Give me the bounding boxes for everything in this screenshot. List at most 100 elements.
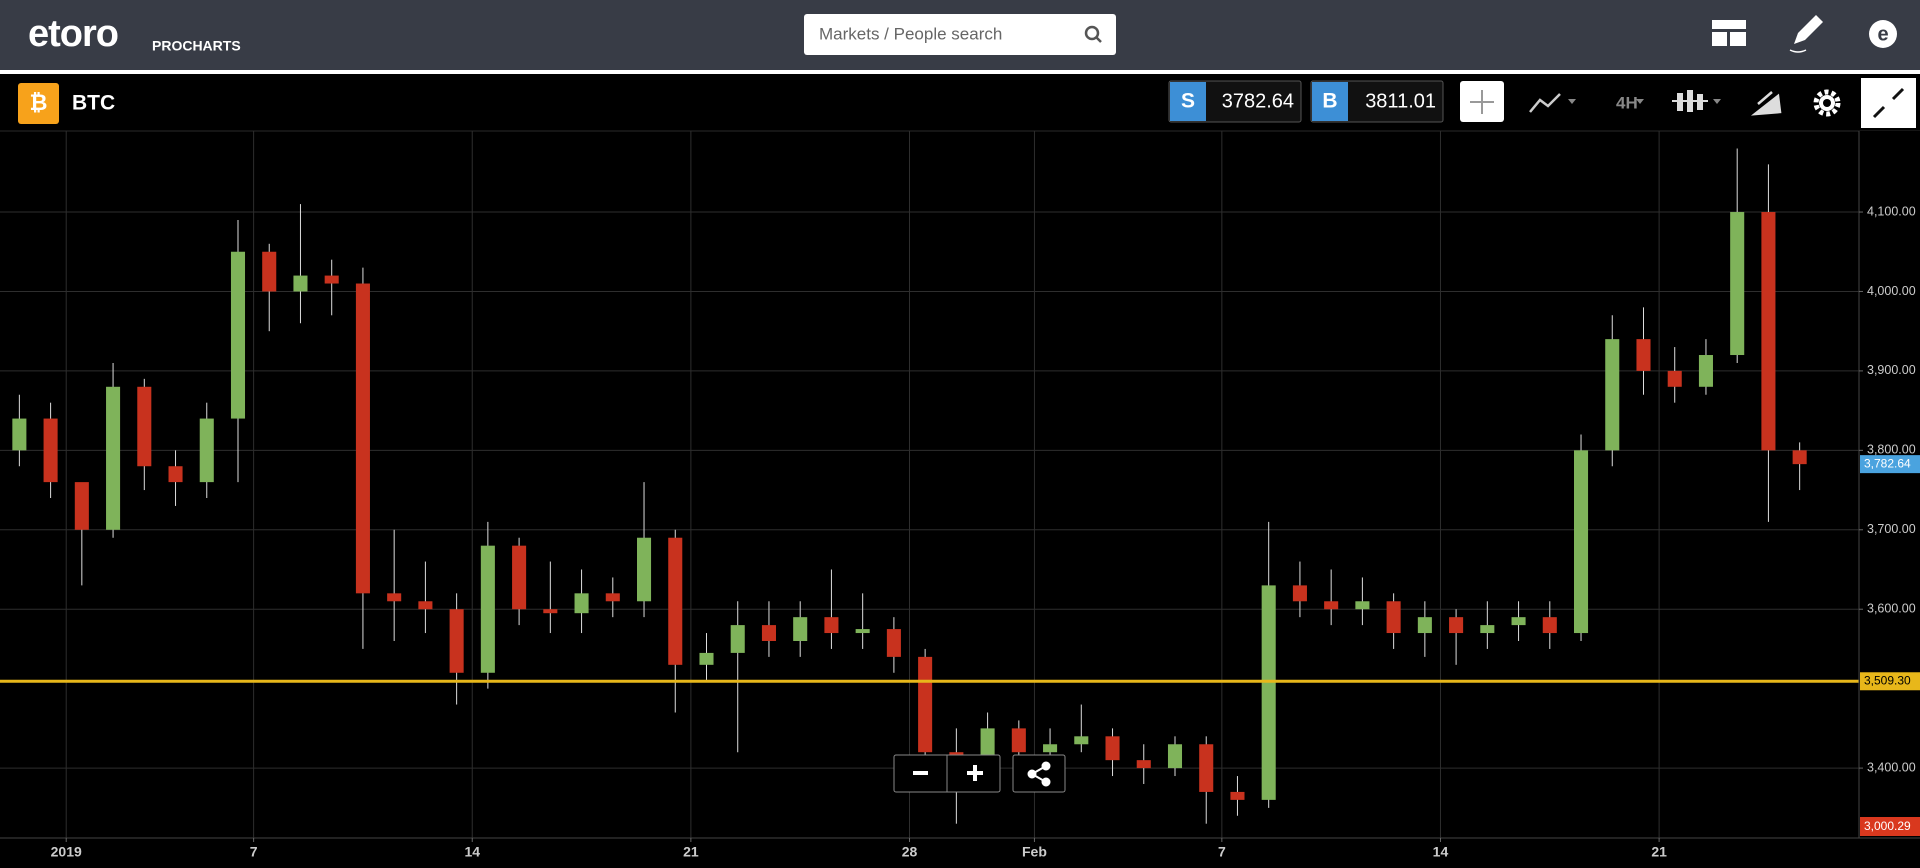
candle-body	[512, 545, 527, 610]
candle-body	[1730, 212, 1745, 356]
candle-body	[1199, 744, 1214, 792]
fullscreen-button[interactable]	[1861, 78, 1916, 128]
buy-price: 3811.01	[1365, 90, 1436, 112]
share-icon	[1027, 761, 1051, 787]
level-tag	[1860, 672, 1920, 691]
candle-body	[1511, 617, 1526, 626]
candle-body	[1573, 450, 1589, 634]
candle-body	[74, 482, 89, 530]
candle-body	[574, 593, 589, 614]
candle-body	[1074, 736, 1089, 745]
candle-body	[1261, 585, 1276, 800]
search-icon[interactable]	[1084, 25, 1102, 43]
candle-body	[324, 275, 339, 284]
candle-body	[106, 386, 121, 530]
grid	[0, 131, 1859, 838]
candle-body	[12, 418, 27, 451]
x-tick-label: 21	[1651, 844, 1667, 860]
candle-body	[1480, 625, 1495, 634]
draw-tools-button[interactable]	[1750, 91, 1782, 116]
candle-body	[886, 629, 901, 657]
search-box[interactable]	[804, 14, 1116, 55]
candle-body	[1542, 617, 1557, 634]
brand: PROCHARTS	[152, 38, 241, 54]
candle-body	[1386, 601, 1401, 634]
candle-body	[543, 609, 558, 614]
zoom-out[interactable]	[913, 771, 928, 775]
candle-body	[1792, 450, 1807, 465]
fullscreen-icon	[1872, 87, 1905, 119]
profile-icon[interactable]: e	[1869, 20, 1897, 48]
last-price-label: 3,782.64	[1864, 456, 1911, 470]
candle-body	[1355, 601, 1370, 610]
y-tick-label: 4,100.00	[1867, 204, 1916, 218]
x-tick-label: 2019	[51, 844, 82, 860]
sell-price: 3782.64	[1222, 90, 1294, 112]
svg-text:e: e	[1877, 23, 1888, 45]
buy-label: B	[1322, 90, 1337, 113]
logo[interactable]: etoro	[28, 13, 119, 55]
sell-tag	[1170, 82, 1206, 121]
zoom-controls	[893, 754, 1066, 793]
candle-body	[1761, 212, 1776, 451]
candle-body	[449, 609, 464, 673]
share-button[interactable]	[1012, 754, 1066, 793]
x-tick-label: 28	[902, 844, 918, 860]
symbol: BTC	[72, 92, 115, 115]
y-tick-label: 3,400.00	[1867, 760, 1916, 774]
crosshair-icon	[1470, 90, 1494, 114]
x-tick-label: Feb	[1022, 844, 1047, 860]
candle-body	[199, 418, 214, 483]
nav-divider	[0, 70, 1920, 74]
candle-body	[668, 537, 683, 665]
low-marker-tag	[1860, 817, 1920, 836]
candle-body	[1292, 585, 1307, 602]
candle-body	[793, 617, 808, 641]
y-tick-label: 3,900.00	[1867, 363, 1916, 377]
axes: 3,400.00 3,600.00 3,700.00 3,800.00 3,900.00…	[51, 204, 1920, 860]
candle-body	[43, 418, 58, 483]
sell-label: S	[1181, 90, 1195, 113]
candle-body	[855, 629, 870, 634]
candle-body	[1136, 760, 1151, 769]
edit-icon[interactable]	[1789, 15, 1823, 53]
candle-body	[230, 251, 246, 419]
y-tick-label: 3,600.00	[1867, 602, 1916, 616]
last-price-tag	[1860, 455, 1920, 474]
candle-body	[1324, 601, 1339, 610]
x-tick-label: 14	[464, 844, 480, 860]
y-tick-label: 3,800.00	[1867, 443, 1916, 457]
symbol-icon	[18, 83, 59, 124]
symbol-glyph: ₿	[30, 90, 48, 115]
chart-type-button[interactable]	[1672, 90, 1721, 112]
x-tick-label: 14	[1433, 844, 1449, 860]
candle-body	[262, 251, 277, 292]
indicators-button[interactable]	[1529, 93, 1576, 113]
candle-body	[1449, 617, 1464, 634]
candle-body	[1043, 744, 1058, 753]
candle-body	[1011, 728, 1026, 753]
candle-body	[137, 386, 152, 467]
x-tick-label: 7	[250, 844, 258, 860]
candle-body	[918, 656, 933, 753]
candle-body	[1230, 791, 1245, 800]
y-tick-label: 3,700.00	[1867, 522, 1916, 536]
candle-body	[1167, 744, 1183, 769]
candle-body	[1636, 339, 1651, 371]
x-tick-label: 21	[683, 844, 699, 860]
layout-icon[interactable]	[1712, 20, 1746, 46]
settings-button[interactable]	[1813, 89, 1841, 117]
x-tick-label: 7	[1218, 844, 1226, 860]
timeframe[interactable]: 4H	[1616, 93, 1638, 112]
zoom-in[interactable]	[967, 765, 983, 781]
candle-body	[730, 625, 745, 653]
candle-body	[480, 545, 495, 673]
candle-body	[1605, 339, 1620, 451]
candle-body	[1417, 617, 1432, 634]
y-tick-label: 4,000.00	[1867, 284, 1916, 298]
candle-body	[355, 283, 370, 594]
candle-body	[168, 466, 183, 483]
candle-body	[418, 601, 433, 610]
